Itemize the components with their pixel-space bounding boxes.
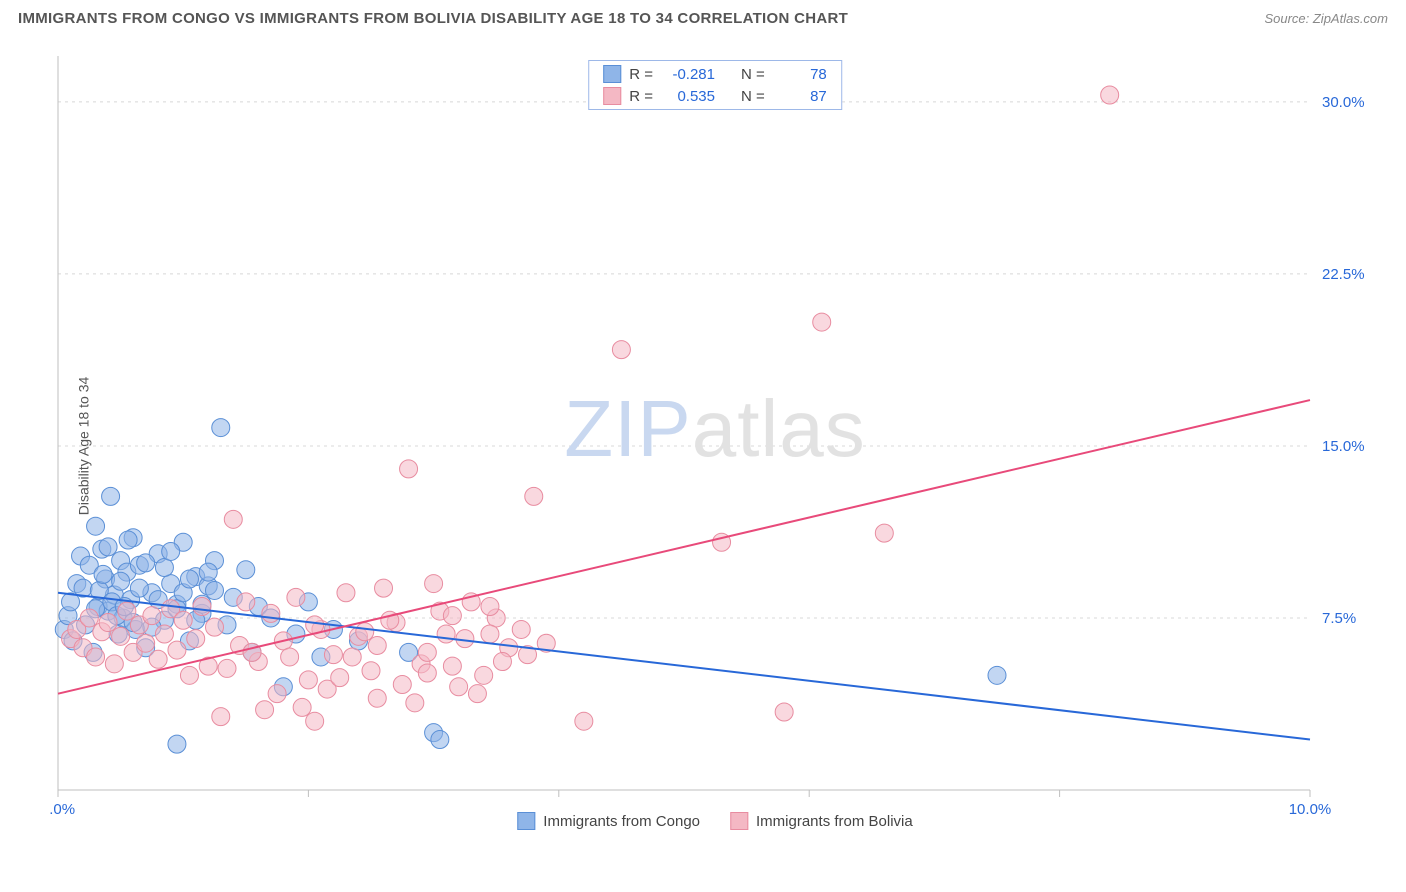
source-link[interactable]: ZipAtlas.com bbox=[1313, 11, 1388, 26]
n-label: N = bbox=[741, 88, 765, 105]
source-attribution: Source: ZipAtlas.com bbox=[1264, 11, 1388, 26]
svg-text:30.0%: 30.0% bbox=[1322, 94, 1365, 111]
legend-label-bolivia: Immigrants from Bolivia bbox=[756, 813, 913, 830]
svg-text:22.5%: 22.5% bbox=[1322, 266, 1365, 283]
correlation-legend: R = -0.281 N = 78 R = 0.535 N = 87 bbox=[588, 60, 842, 110]
r-label: R = bbox=[629, 66, 653, 83]
title-bar: IMMIGRANTS FROM CONGO VS IMMIGRANTS FROM… bbox=[0, 0, 1406, 33]
plot-area: ZIPatlas R = -0.281 N = 78 R = 0.535 N =… bbox=[50, 50, 1380, 840]
swatch-bolivia bbox=[603, 87, 621, 105]
svg-text:15.0%: 15.0% bbox=[1322, 438, 1365, 455]
chart-svg: 7.5% 15.0% 22.5% 30.0% 0.0% 10.0% bbox=[50, 50, 1380, 840]
swatch-congo bbox=[603, 65, 621, 83]
svg-text:0.0%: 0.0% bbox=[50, 801, 75, 818]
svg-text:7.5%: 7.5% bbox=[1322, 610, 1356, 627]
source-prefix: Source: bbox=[1264, 11, 1312, 26]
legend-label-congo: Immigrants from Congo bbox=[543, 813, 700, 830]
chart-title: IMMIGRANTS FROM CONGO VS IMMIGRANTS FROM… bbox=[18, 10, 848, 27]
n-label: N = bbox=[741, 66, 765, 83]
legend-item-congo: Immigrants from Congo bbox=[517, 812, 700, 830]
swatch-congo-icon bbox=[517, 812, 535, 830]
swatch-bolivia-icon bbox=[730, 812, 748, 830]
r-value-congo: -0.281 bbox=[661, 66, 715, 83]
svg-text:10.0%: 10.0% bbox=[1289, 801, 1332, 818]
n-value-bolivia: 87 bbox=[773, 88, 827, 105]
legend-row-congo: R = -0.281 N = 78 bbox=[589, 63, 841, 85]
series-legend: Immigrants from Congo Immigrants from Bo… bbox=[517, 812, 912, 830]
legend-item-bolivia: Immigrants from Bolivia bbox=[730, 812, 913, 830]
r-label: R = bbox=[629, 88, 653, 105]
legend-row-bolivia: R = 0.535 N = 87 bbox=[589, 85, 841, 107]
n-value-congo: 78 bbox=[773, 66, 827, 83]
r-value-bolivia: 0.535 bbox=[661, 88, 715, 105]
